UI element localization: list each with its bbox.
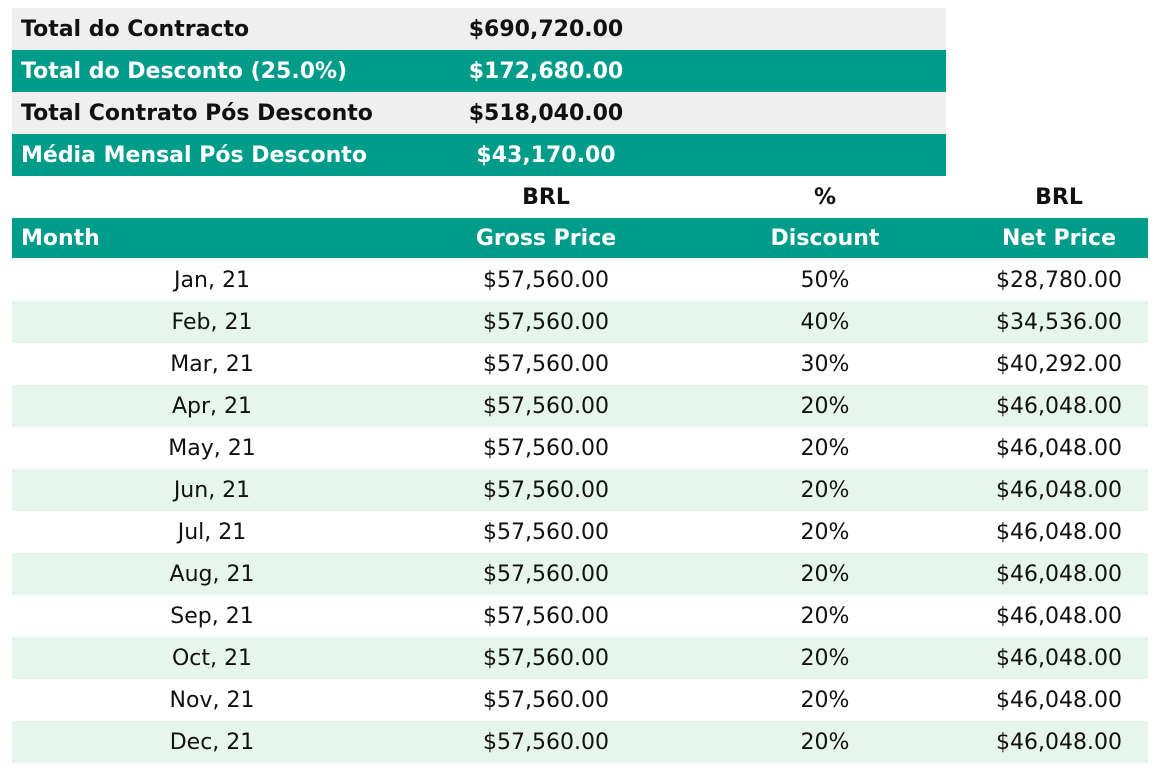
summary-value: $172,680.00 <box>468 58 624 84</box>
table-header: Month Gross Price Discount Net Price <box>12 218 1148 258</box>
summary-value: $518,040.00 <box>468 100 624 126</box>
cell-gross-price: $57,560.00 <box>483 309 609 335</box>
cell-net-price: $40,292.00 <box>996 351 1122 377</box>
cell-month: Jul, 21 <box>177 519 247 545</box>
cell-gross-price: $57,560.00 <box>483 603 609 629</box>
table-row: Jun, 21 $57,560.00 20% $46,048.00 <box>12 469 1148 511</box>
table-row: May, 21 $57,560.00 20% $46,048.00 <box>12 427 1148 469</box>
cell-month: Feb, 21 <box>171 309 253 335</box>
summary-label: Total do Contracto <box>21 16 250 42</box>
monthly-price-table: Jan, 21 $57,560.00 50% $28,780.00 Feb, 2… <box>12 259 1148 763</box>
summary-row-monthly-average: Média Mensal Pós Desconto $43,170.00 <box>12 134 946 176</box>
table-row: Aug, 21 $57,560.00 20% $46,048.00 <box>12 553 1148 595</box>
cell-month: Apr, 21 <box>171 393 253 419</box>
cell-net-price: $46,048.00 <box>996 519 1122 545</box>
cell-net-price: $46,048.00 <box>996 687 1122 713</box>
table-row: Nov, 21 $57,560.00 20% $46,048.00 <box>12 679 1148 721</box>
cell-month: Jan, 21 <box>174 267 250 293</box>
unit-gross: BRL <box>522 184 570 210</box>
cell-net-price: $46,048.00 <box>996 435 1122 461</box>
table-row: Oct, 21 $57,560.00 20% $46,048.00 <box>12 637 1148 679</box>
cell-net-price: $46,048.00 <box>996 729 1122 755</box>
cell-discount: 20% <box>800 729 850 755</box>
cell-month: Dec, 21 <box>169 729 255 755</box>
cell-month: Nov, 21 <box>169 687 255 713</box>
header-month: Month <box>21 225 100 251</box>
cell-gross-price: $57,560.00 <box>483 645 609 671</box>
cell-gross-price: $57,560.00 <box>483 351 609 377</box>
cell-month: Jun, 21 <box>173 477 251 503</box>
summary-row-total-contract: Total do Contracto $690,720.00 <box>12 8 946 50</box>
cell-gross-price: $57,560.00 <box>483 267 609 293</box>
cell-gross-price: $57,560.00 <box>483 477 609 503</box>
cell-discount: 20% <box>800 435 850 461</box>
summary-row-total-after-discount: Total Contrato Pós Desconto $518,040.00 <box>12 92 946 134</box>
cell-month: Oct, 21 <box>171 645 253 671</box>
summary-row-total-discount: Total do Desconto (25.0%) $172,680.00 <box>12 50 946 92</box>
table-row: Feb, 21 $57,560.00 40% $34,536.00 <box>12 301 1148 343</box>
cell-discount: 50% <box>800 267 850 293</box>
summary-value: $43,170.00 <box>476 142 616 168</box>
cell-discount: 20% <box>800 393 850 419</box>
contract-summary: Total do Contracto $690,720.00 Total do … <box>12 8 946 176</box>
cell-discount: 20% <box>800 687 850 713</box>
cell-month: May, 21 <box>168 435 256 461</box>
summary-label: Total do Desconto (25.0%) <box>21 58 348 84</box>
cell-net-price: $46,048.00 <box>996 477 1122 503</box>
cell-gross-price: $57,560.00 <box>483 729 609 755</box>
cell-discount: 40% <box>800 309 850 335</box>
table-row: Dec, 21 $57,560.00 20% $46,048.00 <box>12 721 1148 763</box>
cell-discount: 20% <box>800 603 850 629</box>
cell-month: Sep, 21 <box>170 603 254 629</box>
cell-discount: 20% <box>800 561 850 587</box>
cell-net-price: $46,048.00 <box>996 393 1122 419</box>
cell-month: Mar, 21 <box>170 351 254 377</box>
header-gross-price: Gross Price <box>475 225 617 251</box>
unit-discount: % <box>813 184 837 210</box>
cell-net-price: $28,780.00 <box>996 267 1122 293</box>
table-row: Mar, 21 $57,560.00 30% $40,292.00 <box>12 343 1148 385</box>
cell-discount: 20% <box>800 519 850 545</box>
table-row: Apr, 21 $57,560.00 20% $46,048.00 <box>12 385 1148 427</box>
cell-month: Aug, 21 <box>169 561 255 587</box>
table-row: Jan, 21 $57,560.00 50% $28,780.00 <box>12 259 1148 301</box>
cell-net-price: $46,048.00 <box>996 561 1122 587</box>
cell-net-price: $46,048.00 <box>996 603 1122 629</box>
cell-gross-price: $57,560.00 <box>483 519 609 545</box>
cell-gross-price: $57,560.00 <box>483 687 609 713</box>
cell-gross-price: $57,560.00 <box>483 393 609 419</box>
summary-value: $690,720.00 <box>468 16 624 42</box>
table-row: Jul, 21 $57,560.00 20% $46,048.00 <box>12 511 1148 553</box>
table-row: Sep, 21 $57,560.00 20% $46,048.00 <box>12 595 1148 637</box>
cell-gross-price: $57,560.00 <box>483 435 609 461</box>
header-net-price: Net Price <box>1002 225 1116 251</box>
currency-unit-row: BRL % BRL <box>12 176 1148 218</box>
unit-net: BRL <box>1035 184 1083 210</box>
cell-discount: 20% <box>800 645 850 671</box>
summary-label: Média Mensal Pós Desconto <box>21 142 367 168</box>
header-discount: Discount <box>770 225 880 251</box>
cell-discount: 20% <box>800 477 850 503</box>
cell-net-price: $46,048.00 <box>996 645 1122 671</box>
cell-net-price: $34,536.00 <box>996 309 1122 335</box>
cell-gross-price: $57,560.00 <box>483 561 609 587</box>
cell-discount: 30% <box>800 351 850 377</box>
summary-label: Total Contrato Pós Desconto <box>21 100 373 126</box>
